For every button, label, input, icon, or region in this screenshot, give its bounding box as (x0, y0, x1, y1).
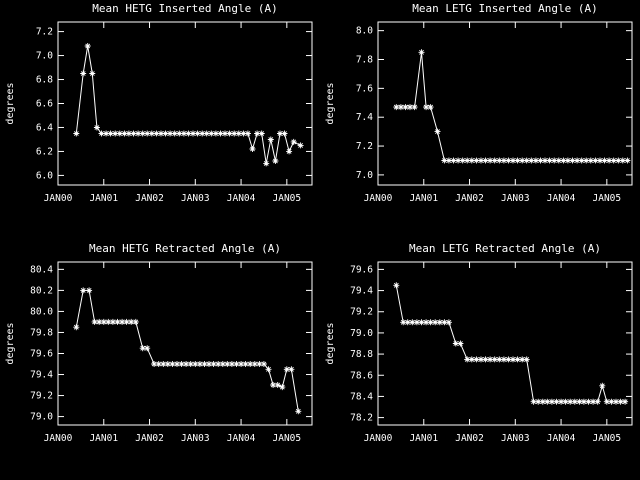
y-tick-label: 6.4 (36, 122, 53, 133)
asterisk-markers (393, 49, 631, 164)
chart-letg-retracted-angle: Mean LETG Retracted Angle (A) degrees 78.2… (325, 242, 633, 444)
y-tick-label: 79.6 (350, 264, 373, 275)
y-tick-label: 79.2 (350, 307, 373, 318)
y-tick-label: 80.2 (30, 285, 53, 296)
x-tick-label: JAN03 (181, 433, 210, 444)
y-tick-label: 78.4 (350, 391, 373, 402)
x-tick-label: JAN05 (273, 193, 302, 204)
data-line (395, 285, 626, 403)
y-tick-label: 78.2 (350, 413, 373, 424)
x-tick-label: JAN04 (227, 193, 256, 204)
y-tick-label: 7.8 (356, 55, 373, 66)
y-tick-label: 7.0 (356, 170, 373, 181)
asterisk-markers (73, 43, 304, 167)
y-tick-label: 79.4 (350, 286, 373, 297)
panel-hetg-inserted: Mean HETG Inserted Angle (A) degrees 6.0 6.… (0, 0, 320, 240)
chart-title: Mean LETG Inserted Angle (A) (412, 2, 597, 15)
y-tick-label: 79.6 (30, 348, 53, 359)
y-tick-label: 78.6 (350, 370, 373, 381)
x-tick-label: JAN01 (409, 193, 438, 204)
y-tick-label: 78.8 (350, 349, 373, 360)
y-tick-label: 7.4 (356, 112, 373, 123)
x-tick-label: JAN05 (593, 433, 622, 444)
x-tick-label: JAN05 (593, 193, 622, 204)
chart-letg-inserted-angle: Mean LETG Inserted Angle (A) degrees 7.0 7.… (325, 2, 633, 204)
y-tick-label: 6.2 (36, 146, 53, 157)
x-tick-label: JAN00 (44, 433, 73, 444)
y-tick-label: 7.2 (36, 27, 53, 38)
axes-frame (57, 261, 313, 426)
x-tick-label: JAN05 (273, 433, 302, 444)
x-tick-label: JAN00 (44, 193, 73, 204)
y-axis-label: degrees (325, 322, 336, 364)
y-tick-label: 79.4 (30, 370, 53, 381)
y-axis-label: degrees (5, 82, 16, 124)
y-tick-label: 7.6 (356, 83, 373, 94)
y-tick-label: 6.0 (36, 170, 53, 181)
y-tick-label: 6.8 (36, 75, 53, 86)
asterisk-markers (393, 282, 629, 405)
data-line (75, 289, 299, 412)
panel-letg-inserted: Mean LETG Inserted Angle (A) degrees 7.0 7.… (320, 0, 640, 240)
y-tick-label: 80.0 (30, 306, 53, 317)
y-tick-label: 79.8 (30, 327, 53, 338)
y-tick-label: 79.0 (30, 412, 53, 423)
panel-hetg-retracted: Mean HETG Retracted Angle (A) degrees 79.0… (0, 240, 320, 480)
x-tick-label: JAN04 (227, 433, 256, 444)
panel-letg-retracted: Mean LETG Retracted Angle (A) degrees 78.2… (320, 240, 640, 480)
axes-frame (377, 261, 633, 426)
x-tick-label: JAN01 (89, 433, 118, 444)
x-tick-label: JAN03 (501, 433, 530, 444)
y-axis-label: degrees (325, 82, 336, 124)
x-tick-label: JAN01 (89, 193, 118, 204)
x-tick-label: JAN01 (409, 433, 438, 444)
y-tick-label: 8.0 (356, 26, 373, 37)
x-tick-label: JAN03 (501, 193, 530, 204)
x-tick-label: JAN02 (455, 193, 484, 204)
chart-hetg-retracted-angle: Mean HETG Retracted Angle (A) degrees 79.0… (5, 242, 313, 444)
y-axis-label: degrees (5, 322, 16, 364)
data-line (75, 45, 301, 164)
y-tick-label: 6.6 (36, 99, 53, 110)
x-tick-label: JAN04 (547, 433, 576, 444)
x-tick-label: JAN02 (135, 433, 164, 444)
chart-title: Mean HETG Retracted Angle (A) (89, 242, 281, 255)
asterisk-markers (73, 287, 302, 415)
x-tick-label: JAN02 (135, 193, 164, 204)
x-tick-label: JAN02 (455, 433, 484, 444)
chart-hetg-inserted-angle: Mean HETG Inserted Angle (A) degrees 6.0 6.… (5, 2, 313, 204)
y-tick-label: 80.4 (30, 264, 53, 275)
y-tick-label: 79.0 (350, 328, 373, 339)
x-tick-label: JAN00 (364, 433, 393, 444)
chart-title: Mean HETG Inserted Angle (A) (92, 2, 277, 15)
x-tick-label: JAN03 (181, 193, 210, 204)
x-tick-label: JAN00 (364, 193, 393, 204)
y-tick-label: 79.2 (30, 391, 53, 402)
y-tick-label: 7.2 (356, 141, 373, 152)
y-tick-label: 7.0 (36, 51, 53, 62)
x-tick-label: JAN04 (547, 193, 576, 204)
axes-frame (377, 21, 633, 186)
chart-title: Mean LETG Retracted Angle (A) (409, 242, 601, 255)
